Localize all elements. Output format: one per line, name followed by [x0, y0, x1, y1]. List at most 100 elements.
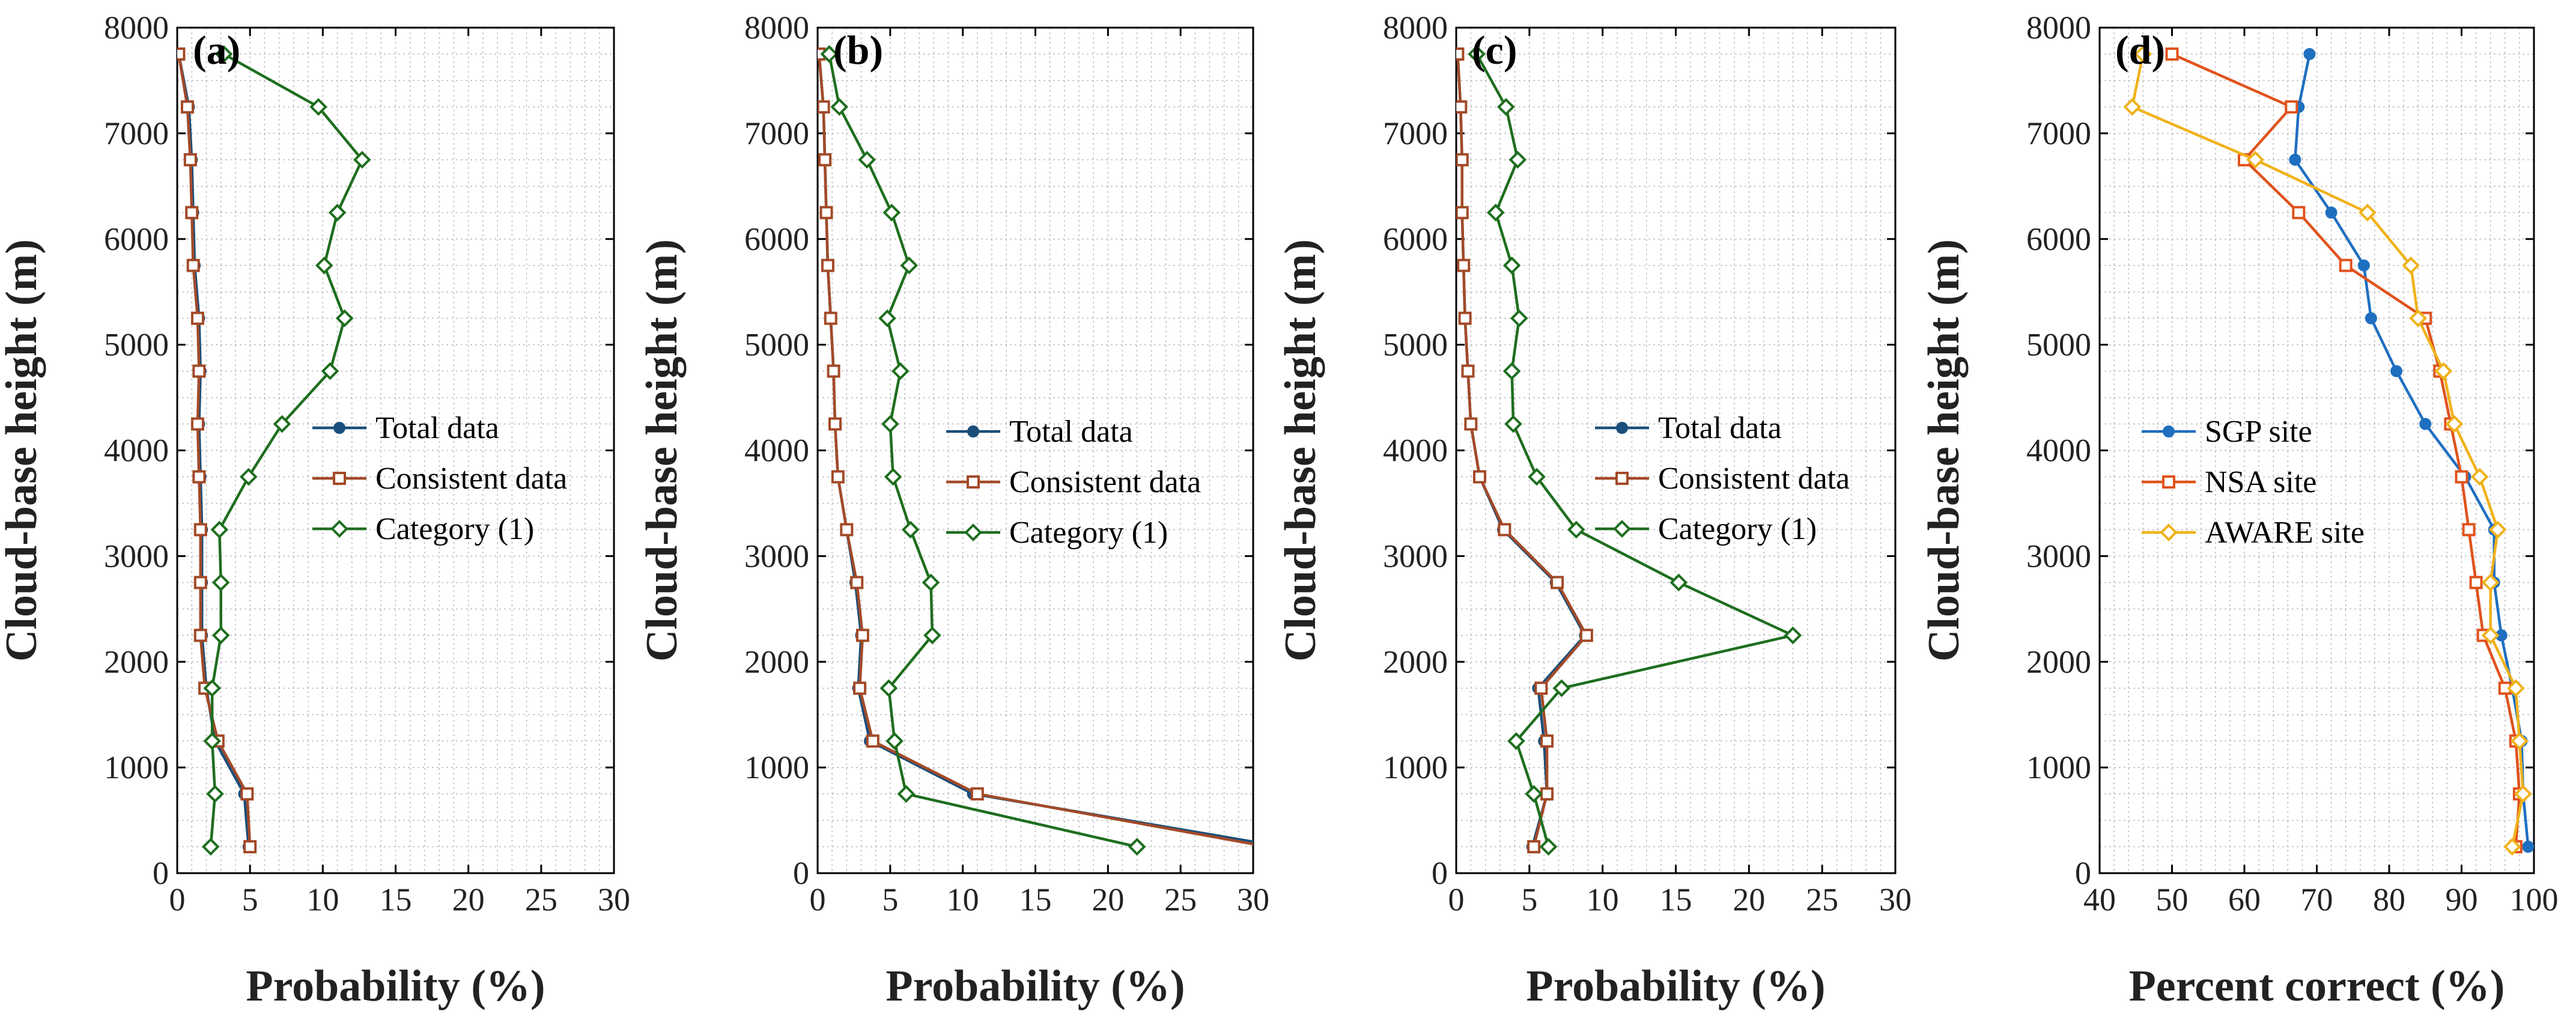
y-tick-label: 1000	[104, 749, 169, 785]
legend-label: AWARE site	[2205, 516, 2365, 550]
grid	[1456, 28, 1895, 873]
data-point	[1464, 417, 1478, 431]
series-line	[177, 53, 252, 847]
data-point	[185, 206, 199, 219]
x-tick-label: 0	[810, 882, 826, 918]
legend-label: Total data	[375, 411, 499, 445]
data-point	[891, 362, 910, 380]
x-tick-label: 5	[242, 882, 258, 918]
series-group	[2123, 45, 2534, 856]
data-point	[2402, 256, 2420, 275]
x-tick-label: 15	[1660, 882, 1692, 918]
y-tick-label: 6000	[744, 221, 809, 257]
y-tick-label: 4000	[1383, 433, 1448, 469]
data-point	[886, 732, 904, 750]
data-point	[1784, 626, 1802, 645]
data-point	[1540, 734, 1554, 748]
y-tick-label: 8000	[744, 10, 809, 46]
legend-marker	[964, 523, 982, 541]
legend-label: Category (1)	[1658, 512, 1817, 546]
data-point	[882, 203, 901, 222]
data-point	[309, 98, 327, 116]
x-tick-label: 40	[2083, 882, 2116, 918]
data-point	[210, 520, 229, 539]
data-point	[192, 470, 206, 484]
legend: Total data Consistent data Category (1)	[946, 415, 1201, 550]
y-tick-label: 7000	[1383, 115, 1448, 151]
grid	[818, 28, 1253, 873]
data-point	[922, 573, 940, 592]
data-point	[240, 787, 254, 801]
x-tick-label: 5	[882, 882, 898, 918]
data-point	[2514, 785, 2532, 803]
data-point	[2419, 418, 2432, 430]
data-point	[2507, 679, 2525, 698]
data-point	[1456, 100, 1468, 114]
legend: SGP site NSA site AWARE site	[2142, 415, 2365, 550]
x-tick-label: 10	[1587, 882, 1619, 918]
data-point	[1525, 785, 1543, 803]
data-point	[1551, 576, 1564, 590]
x-tick-label: 25	[525, 882, 557, 918]
x-tick-label: 15	[1019, 882, 1052, 918]
series-line	[2130, 53, 2525, 847]
legend-label: Category (1)	[1009, 516, 1168, 550]
x-axis-title: Probability (%)	[1526, 962, 1825, 1011]
x-tick-label: 0	[169, 882, 186, 918]
x-tick-label: 50	[2156, 882, 2189, 918]
legend-marker	[333, 472, 346, 485]
x-tick-label: 10	[947, 882, 979, 918]
data-point	[1567, 520, 1585, 539]
series-line	[2294, 53, 2530, 847]
y-tick-label: 4000	[2026, 433, 2091, 469]
data-point	[2470, 468, 2489, 486]
y-tick-label: 3000	[104, 538, 169, 574]
legend: Total data Consistent data Category (1)	[1595, 411, 1850, 546]
data-point	[1502, 256, 1521, 275]
data-point	[897, 785, 916, 803]
x-tick-label: 30	[1879, 882, 1912, 918]
data-point	[1458, 311, 1472, 325]
data-point	[1579, 629, 1593, 642]
data-point	[2469, 576, 2483, 590]
data-point	[243, 840, 257, 854]
legend-label: SGP site	[2205, 415, 2312, 449]
data-point	[1456, 153, 1469, 166]
panel-label: (b)	[833, 27, 883, 73]
legend-marker	[333, 422, 345, 434]
data-point	[1456, 47, 1465, 61]
x-tick-label: 10	[306, 882, 339, 918]
data-point	[1508, 151, 1527, 169]
legend-label: Consistent data	[1658, 462, 1850, 496]
y-tick-label: 7000	[2026, 115, 2091, 151]
legend-marker	[967, 425, 979, 437]
axes-frame	[1455, 26, 1897, 874]
legend-marker	[2162, 475, 2175, 489]
grid	[2100, 28, 2534, 873]
y-tick-label: 3000	[1383, 538, 1448, 574]
y-tick-label: 0	[2075, 855, 2091, 891]
data-point	[1277, 841, 1287, 852]
legend-label: Total data	[1009, 415, 1133, 449]
data-point	[1504, 415, 1522, 433]
panel-label: (d)	[2115, 27, 2165, 73]
data-point	[193, 629, 207, 642]
y-tick-label: 6000	[104, 221, 169, 257]
data-point	[1486, 203, 1505, 222]
data-point	[2390, 365, 2403, 377]
chart-panel-3: 0 5 10 15 20 25 30 0 1000 2000 3000 4000 5000 6000 700…	[1276, 10, 1912, 1011]
y-tick-label: 0	[793, 855, 809, 891]
y-tick-label: 2000	[104, 644, 169, 680]
y-tick-label: 4000	[744, 433, 809, 469]
x-axis-title: Probability (%)	[886, 962, 1185, 1011]
series-line	[1475, 53, 1794, 847]
y-tick-label: 7000	[104, 115, 169, 151]
data-point	[2289, 153, 2301, 166]
panel-label: (c)	[1472, 27, 1517, 73]
data-point	[1510, 309, 1528, 328]
data-point	[2481, 573, 2500, 592]
series-group	[1456, 45, 1802, 856]
data-point	[2357, 259, 2370, 272]
panel-label: (a)	[193, 27, 240, 73]
data-point	[1527, 840, 1541, 854]
